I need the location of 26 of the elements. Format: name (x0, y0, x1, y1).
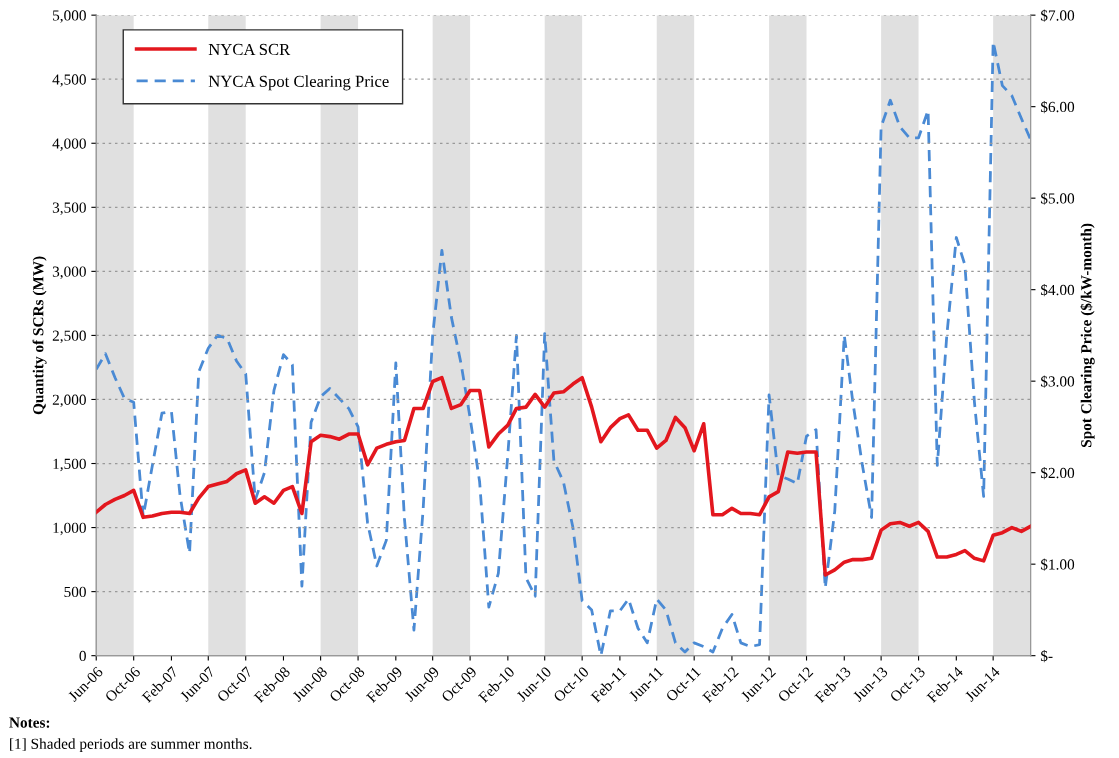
y-tick-label: 1,500 (53, 458, 86, 472)
y-axis-title: Quantity of SCRs (MW) (32, 256, 47, 415)
y2-tick-label: $1.00 (1040, 558, 1075, 571)
y-tick-label: 1,000 (53, 522, 86, 536)
y2-tick-label: $3.00 (1040, 375, 1075, 388)
y2-tick-label: $2.00 (1040, 466, 1075, 480)
y2-tick-label: $7.00 (1040, 9, 1075, 22)
y-tick-label: 2,000 (52, 394, 86, 408)
line-series (96, 375, 1031, 577)
y2-tick-label: $4.00 (1040, 283, 1075, 297)
y2-tick-label: $- (1040, 649, 1053, 663)
y-tick-label: 4,000 (52, 138, 86, 151)
legend-label: NYCA Spot Clearing Price (208, 75, 389, 91)
y-tick-label: 5,000 (53, 10, 86, 23)
y-tick-label: 3,500 (52, 202, 86, 215)
y-tick-label: 2,500 (52, 330, 86, 344)
y-tick-label: 3,000 (52, 266, 86, 280)
y2-tick-label: $6.00 (1040, 100, 1075, 114)
y-tick-label: 0 (79, 650, 86, 662)
y2-tick-label: $5.00 (1040, 192, 1075, 205)
y2-axis-title: Spot Clearing Price ($/kW-month) (1080, 223, 1095, 447)
text: [1] Shaded periods are summer months. (10, 738, 252, 753)
legend-label: NYCA SCR (208, 43, 291, 56)
y-tick-label: 4,500 (52, 74, 86, 87)
y-tick-label: 500 (64, 586, 86, 598)
text: Notes: (9, 717, 50, 728)
